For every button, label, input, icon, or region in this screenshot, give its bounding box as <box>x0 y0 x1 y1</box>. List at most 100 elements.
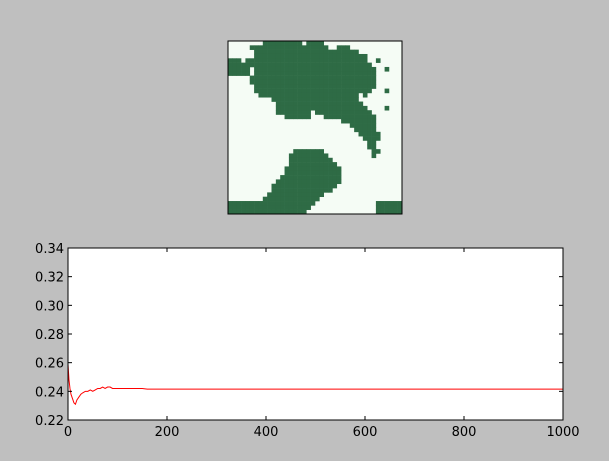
heatmap-cell <box>336 79 342 85</box>
heatmap-cell <box>332 110 338 115</box>
heatmap-cell <box>301 153 307 159</box>
heatmap-cell <box>280 66 285 72</box>
heatmap-cell <box>293 183 298 189</box>
heatmap-cell <box>367 144 372 150</box>
heatmap-cell <box>336 170 342 176</box>
heatmap-cell <box>310 49 316 55</box>
heatmap-cell <box>297 45 303 50</box>
heatmap-cell <box>280 97 285 102</box>
heatmap-cell <box>284 105 290 111</box>
heatmap-cell <box>323 179 329 185</box>
heatmap-cell <box>284 201 290 206</box>
heatmap-cell <box>354 84 359 89</box>
heatmap-cell <box>332 162 338 167</box>
heatmap-cell <box>354 71 359 76</box>
heatmap-cell <box>349 88 355 94</box>
heatmap-cell <box>258 205 264 210</box>
heatmap-cell <box>328 75 333 81</box>
heatmap-cell <box>328 110 333 115</box>
heatmap-cell <box>345 79 351 85</box>
heatmap-cell <box>323 162 329 167</box>
heatmap-cell <box>319 45 324 50</box>
heatmap-cell <box>323 166 329 172</box>
heatmap-cell <box>384 205 390 210</box>
x-axis-ticks: 0 200 400 600 800 1000 <box>64 248 580 440</box>
heatmap-cell <box>310 41 316 46</box>
heatmap-cell <box>301 149 307 154</box>
heatmap-cell <box>293 157 298 163</box>
heatmap-cell <box>284 97 290 102</box>
heatmap-cell <box>332 183 338 189</box>
heatmap-cell <box>249 79 255 85</box>
heatmap-cell <box>280 84 285 89</box>
heatmap-cell <box>328 84 333 89</box>
heatmap-cell <box>345 114 351 120</box>
heatmap-cell <box>297 196 303 202</box>
heatmap-cell <box>254 45 259 50</box>
heatmap-cell <box>341 49 346 55</box>
heatmap-cell <box>262 45 268 50</box>
series-line <box>67 364 563 406</box>
heatmap-cell <box>319 149 324 154</box>
heatmap-cell <box>336 92 342 98</box>
heatmap-cell <box>371 71 377 76</box>
heatmap-cell <box>336 45 342 50</box>
heatmap-cell <box>267 88 272 94</box>
heatmap-cell <box>306 97 311 102</box>
heatmap-cell <box>301 188 307 193</box>
heatmap-cell <box>293 175 298 180</box>
heatmap-cell <box>341 97 346 102</box>
heatmap-cell <box>293 41 298 46</box>
heatmap-cell <box>297 179 303 185</box>
heatmap-cell <box>336 110 342 115</box>
heatmap-cell <box>297 92 303 98</box>
heatmap-cell <box>315 162 320 167</box>
heatmap-cell <box>345 97 351 102</box>
heatmap-cell <box>349 105 355 111</box>
heatmap-cell <box>362 75 368 81</box>
heatmap-cell <box>332 49 338 55</box>
heatmap-cell <box>319 183 324 189</box>
heatmap-cell <box>362 105 368 111</box>
heatmap-cell <box>236 66 242 72</box>
heatmap-cell <box>306 205 311 210</box>
heatmap-cell <box>336 58 342 63</box>
heatmap-cell <box>358 62 364 68</box>
heatmap-cell <box>258 45 264 50</box>
heatmap-cell <box>232 209 237 215</box>
heatmap-cell <box>310 179 316 185</box>
heatmap-cell <box>228 66 233 72</box>
heatmap-cell <box>375 201 381 206</box>
heatmap-cell <box>284 209 290 215</box>
heatmap-cell <box>323 84 329 89</box>
heatmap-cell <box>288 62 294 68</box>
heatmap-cell <box>306 192 311 198</box>
heatmap-cell <box>288 92 294 98</box>
heatmap-cell <box>375 136 381 141</box>
heatmap-cell <box>332 84 338 89</box>
heatmap-cell <box>319 179 324 185</box>
y-tick-label: 0.32 <box>35 271 64 286</box>
heatmap-cell <box>306 183 311 189</box>
heatmap-cell <box>275 45 281 50</box>
heatmap-cell <box>336 97 342 102</box>
heatmap-cell <box>345 71 351 76</box>
heatmap-cell <box>332 170 338 176</box>
heatmap-cell <box>367 123 372 128</box>
heatmap-cell <box>328 170 333 176</box>
heatmap-cell <box>310 183 316 189</box>
heatmap-cell <box>284 58 290 63</box>
heatmap-cell <box>275 183 281 189</box>
heatmap-cell <box>275 53 281 59</box>
heatmap-cell <box>228 71 233 76</box>
heatmap-cell <box>358 75 364 81</box>
heatmap-cell <box>371 153 377 159</box>
heatmap-cell <box>306 75 311 81</box>
heatmap-cell <box>293 196 298 202</box>
heatmap-cell <box>336 114 342 120</box>
heatmap-cell <box>328 179 333 185</box>
y-tick-label: 0.24 <box>35 385 64 400</box>
heatmap-cell <box>341 84 346 89</box>
heatmap-cell <box>293 66 298 72</box>
